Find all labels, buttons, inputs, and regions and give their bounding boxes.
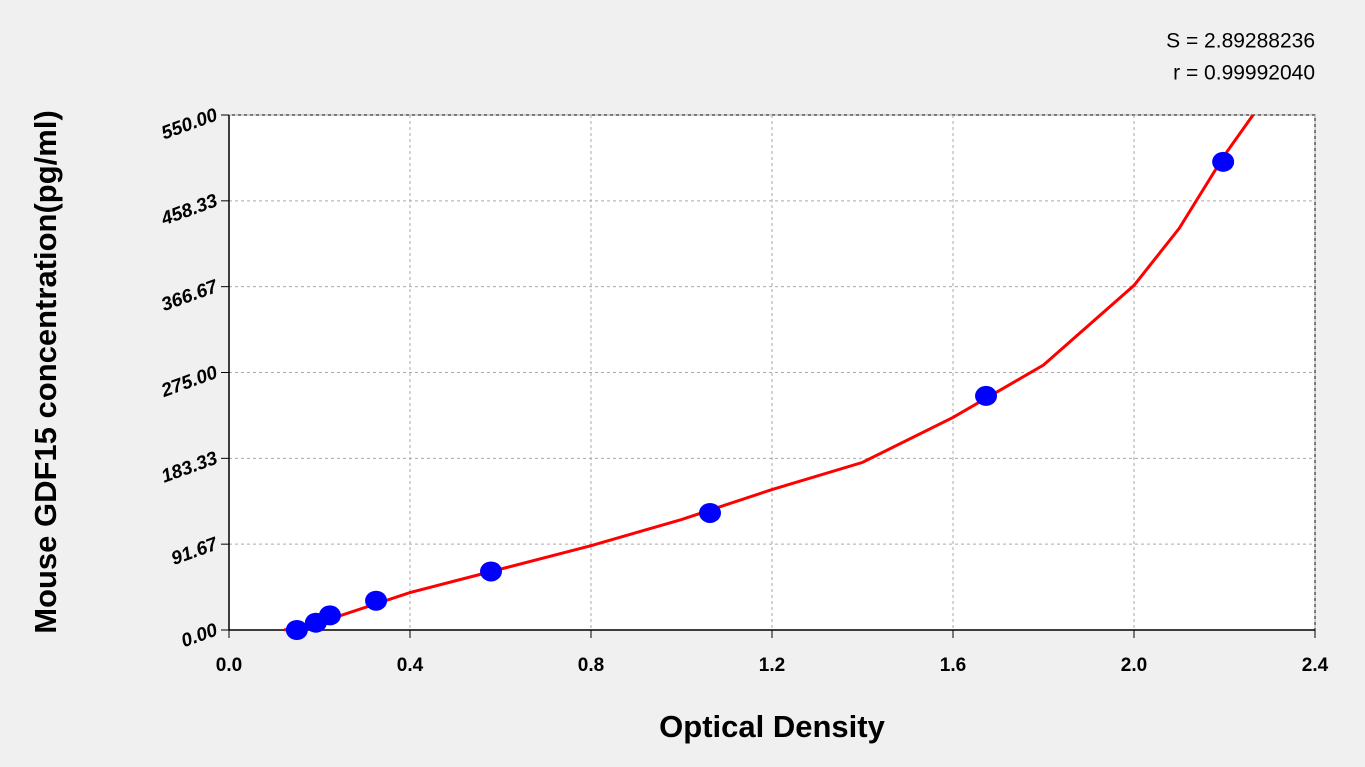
x-tick-label: 2.4: [1302, 655, 1329, 676]
x-tick-label: 1.2: [759, 655, 785, 676]
point: [1212, 151, 1235, 172]
annotation: S = 2.89288236: [1166, 30, 1315, 53]
x-tick-label: 2.0: [1121, 655, 1147, 676]
x-tick-label: 1.6: [940, 655, 966, 676]
x-tick-label: 0.8: [578, 655, 604, 676]
point: [699, 502, 722, 523]
point: [975, 385, 998, 406]
x-tick-label: 0.4: [397, 655, 424, 676]
x-axis-title: Optical Density: [659, 709, 885, 744]
y-axis-title: Mouse GDF15 concentration(pg/ml): [28, 110, 63, 634]
x-tick-label: 0.0: [216, 655, 242, 676]
fit-curve: [283, 114, 1255, 632]
point: [365, 590, 388, 611]
point: [479, 561, 502, 582]
point: [285, 620, 308, 640]
annotation: r = 0.99992040: [1173, 62, 1315, 85]
point: [318, 605, 341, 626]
